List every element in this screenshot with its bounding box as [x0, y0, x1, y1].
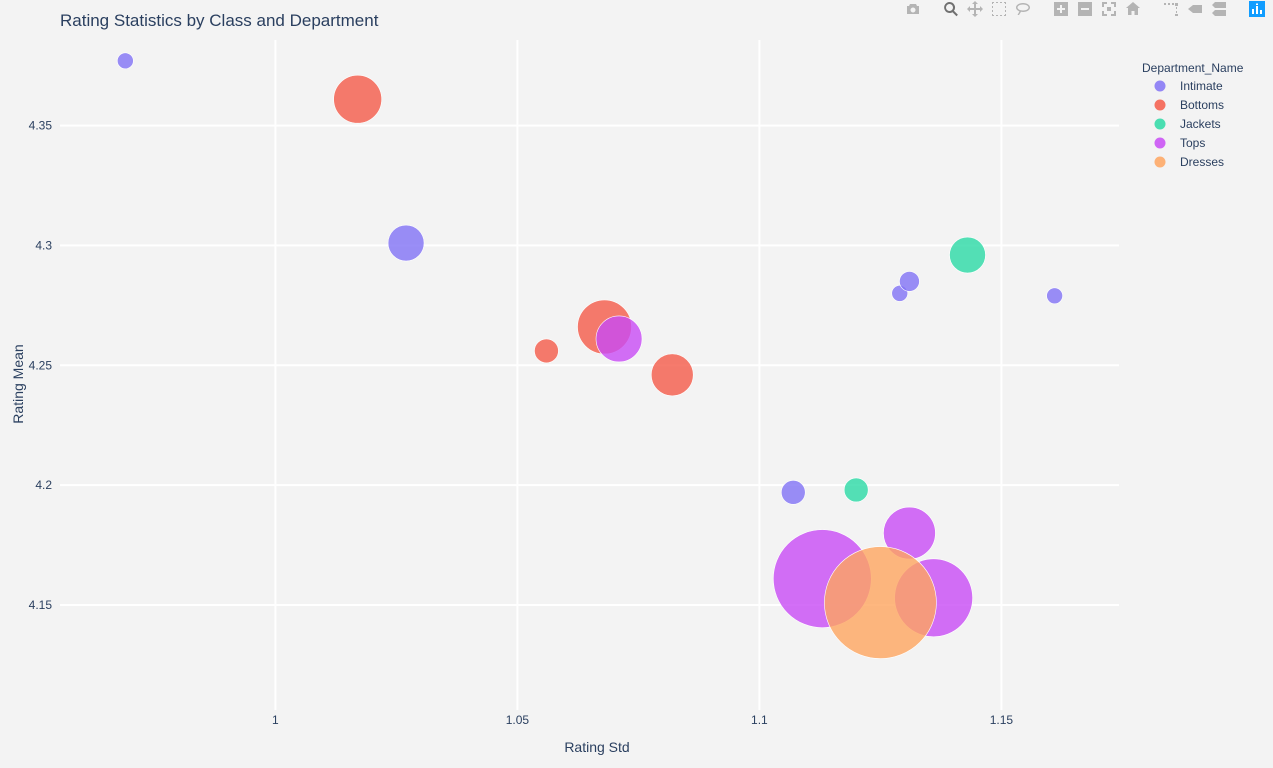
legend-label: Dresses — [1180, 155, 1224, 169]
legend-label: Tops — [1180, 136, 1205, 150]
data-point[interactable] — [387, 224, 425, 262]
data-point[interactable] — [595, 315, 643, 363]
legend-item-intimate[interactable]: Intimate — [1154, 79, 1224, 93]
y-axis-label: Rating Mean — [10, 344, 26, 423]
modebar — [887, 0, 1269, 18]
y-tick-label: 4.35 — [29, 119, 53, 133]
reset-axes-icon[interactable] — [1125, 1, 1141, 17]
legend-marker — [1154, 80, 1166, 92]
y-axis-ticks: 4.15 4.2 4.25 4.3 4.35 — [29, 119, 53, 612]
legend-title: Department_Name — [1142, 61, 1244, 75]
legend-item-tops[interactable]: Tops — [1154, 136, 1206, 150]
x-tick-label: 1.15 — [990, 713, 1014, 727]
x-axis-label: Rating Std — [564, 739, 629, 755]
data-point[interactable] — [333, 74, 382, 124]
lasso-select-icon[interactable] — [1015, 1, 1031, 17]
y-tick-label: 4.2 — [35, 478, 52, 492]
zoom-in-icon[interactable] — [1053, 1, 1069, 17]
legend-marker — [1154, 118, 1166, 130]
x-tick-label: 1.05 — [506, 713, 530, 727]
y-tick-label: 4.15 — [29, 598, 53, 612]
data-point[interactable] — [824, 546, 937, 659]
scatter-points[interactable] — [117, 52, 1063, 659]
legend-label: Intimate — [1180, 79, 1223, 93]
legend-label: Jackets — [1180, 117, 1221, 131]
camera-icon[interactable] — [905, 1, 921, 17]
data-point[interactable] — [843, 477, 869, 503]
plotly-logo-icon[interactable] — [1249, 1, 1265, 17]
series-jackets[interactable] — [843, 236, 986, 503]
legend[interactable]: Department_Name Intimate Bottoms Jackets To… — [1142, 61, 1244, 169]
legend-item-bottoms[interactable]: Bottoms — [1154, 98, 1225, 112]
legend-marker — [1154, 99, 1166, 111]
legend-item-jackets[interactable]: Jackets — [1154, 117, 1221, 131]
gridlines — [60, 40, 1119, 710]
data-point[interactable] — [650, 353, 694, 397]
box-select-icon[interactable] — [991, 1, 1007, 17]
legend-marker — [1154, 137, 1166, 149]
x-axis-ticks: 1 1.05 1.1 1.15 — [272, 713, 1013, 727]
series-dresses[interactable] — [824, 546, 937, 659]
autoscale-icon[interactable] — [1101, 1, 1117, 17]
hover-compare-icon[interactable] — [1211, 1, 1227, 17]
zoom-out-icon[interactable] — [1077, 1, 1093, 17]
series-intimate[interactable] — [117, 52, 1063, 505]
data-point[interactable] — [1046, 287, 1063, 305]
y-tick-label: 4.3 — [35, 238, 52, 252]
data-point[interactable] — [117, 52, 134, 70]
legend-item-dresses[interactable]: Dresses — [1154, 155, 1225, 169]
hover-closest-icon[interactable] — [1187, 1, 1203, 17]
legend-label: Bottoms — [1180, 98, 1224, 112]
data-point[interactable] — [949, 236, 986, 274]
legend-marker — [1154, 156, 1166, 168]
x-tick-label: 1 — [272, 713, 279, 727]
data-point[interactable] — [780, 480, 806, 505]
chart-title: Rating Statistics by Class and Departmen… — [60, 11, 379, 30]
data-point[interactable] — [899, 271, 920, 292]
x-tick-label: 1.1 — [751, 713, 768, 727]
spike-lines-icon[interactable] — [1163, 1, 1179, 17]
y-tick-label: 4.25 — [29, 358, 53, 372]
data-point[interactable] — [534, 338, 559, 364]
pan-icon[interactable] — [967, 1, 983, 17]
zoom-icon[interactable] — [943, 1, 959, 17]
